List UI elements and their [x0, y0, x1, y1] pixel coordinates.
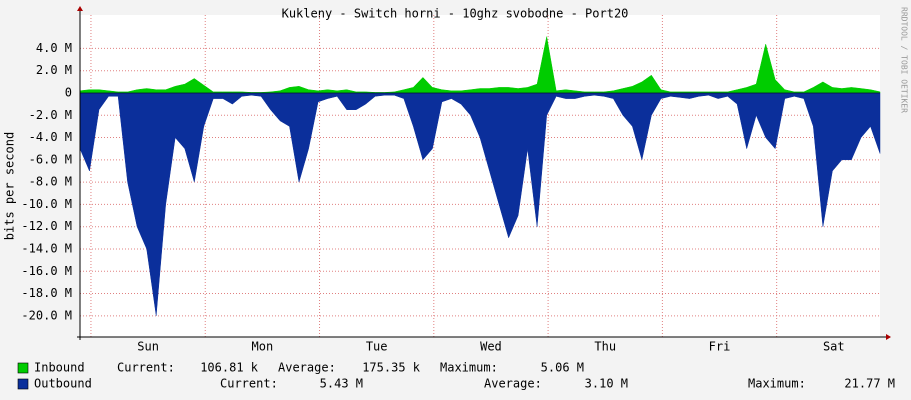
x-tick-label: Wed	[480, 340, 502, 354]
x-tick-label: Fri	[709, 340, 731, 354]
y-tick-label: 4.0 M	[36, 41, 72, 55]
y-tick-label: -2.0 M	[29, 108, 72, 122]
area	[79, 92, 881, 316]
legend-stat-value: 3.10 M	[585, 377, 628, 391]
x-tick-label: Mon	[252, 340, 274, 354]
y-tick-label: -8.0 M	[29, 175, 72, 189]
x-tick-label: Sat	[823, 340, 845, 354]
y-tick-label: -16.0 M	[21, 264, 72, 278]
y-tick-label: -4.0 M	[29, 130, 72, 144]
y-axis-arrow	[77, 6, 83, 11]
legend-label: Outbound	[34, 377, 92, 391]
y-tick-label: -18.0 M	[21, 286, 72, 300]
y-axis-label: bits per second	[3, 132, 17, 240]
y-tick-label: -14.0 M	[21, 241, 72, 255]
legend-stat-value: 5.43 M	[320, 377, 363, 391]
legend-stat-value: 106.81 k	[200, 361, 259, 375]
legend-stat-label: Average:	[278, 361, 336, 375]
legend-stat-label: Current:	[117, 361, 175, 375]
x-tick-label: Tue	[366, 340, 388, 354]
chart-title: Kukleny - Switch horni - 10ghz svobodne …	[282, 7, 629, 21]
y-tick-label: 2.0 M	[36, 63, 72, 77]
y-tick-label: -10.0 M	[21, 197, 72, 211]
area	[79, 36, 881, 94]
legend-stat-label: Maximum:	[440, 361, 498, 375]
legend-stat-label: Maximum:	[748, 377, 806, 391]
watermark: RRDTOOL / TOBI OETIKER	[900, 7, 909, 113]
legend-swatch	[17, 362, 29, 374]
plot-area	[80, 15, 880, 337]
legend-stat-label: Average:	[484, 377, 542, 391]
y-tick-label: 0	[65, 85, 72, 99]
x-tick-label: Thu	[594, 340, 616, 354]
x-tick-label: Sun	[137, 340, 159, 354]
legend-stat-value: 5.06 M	[541, 361, 584, 375]
y-tick-label: -12.0 M	[21, 219, 72, 233]
y-tick-label: -20.0 M	[21, 308, 72, 322]
legend-swatch	[17, 378, 29, 390]
legend-stat-value: 21.77 M	[844, 377, 895, 391]
y-tick-label: -6.0 M	[29, 152, 72, 166]
legend-stat-value: 175.35 k	[362, 361, 421, 375]
x-axis-arrow	[886, 334, 891, 340]
legend-stat-label: Current:	[220, 377, 278, 391]
legend-label: Inbound	[34, 361, 85, 375]
